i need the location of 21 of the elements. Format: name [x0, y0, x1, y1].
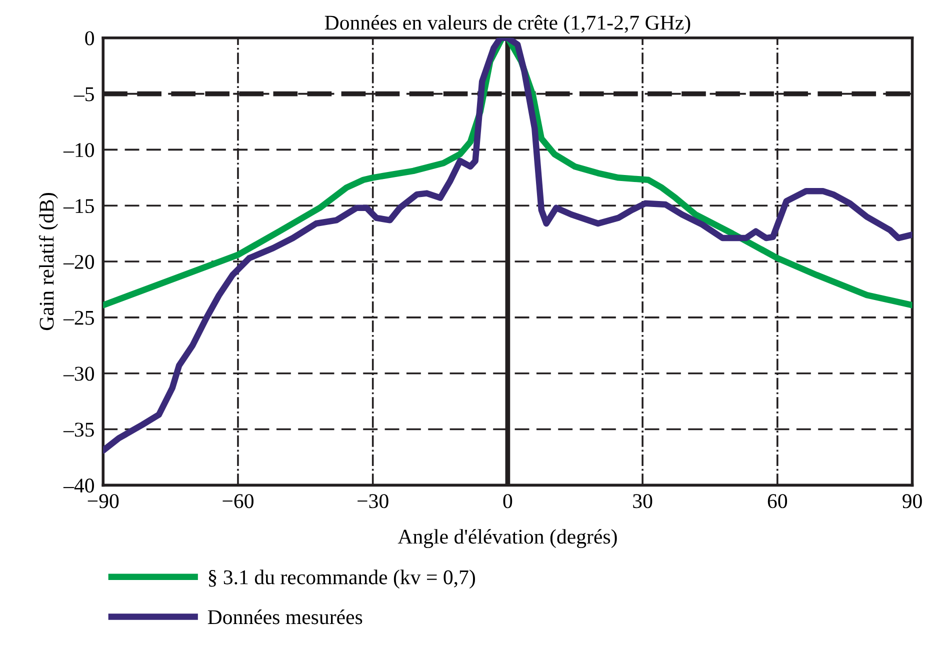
x-axis-title: Angle d'élévation (degrés)	[398, 529, 617, 548]
x-tick-label: −30	[358, 494, 388, 508]
y-tick-label: –20	[63, 254, 94, 269]
y-axis-title: Gain relatif (dB)	[38, 193, 58, 330]
y-tick-label: –40	[63, 478, 94, 493]
y-tick-label: –10	[63, 143, 94, 158]
x-tick-label: 60	[768, 494, 788, 508]
y-tick-label: 0	[85, 31, 94, 46]
y-tick-label: –5	[74, 87, 94, 102]
x-tick-label: −90	[88, 494, 119, 508]
chart-title: Données en valeurs de crête (1,71-2,7 GHz)	[324, 15, 690, 34]
x-tick-label: 0	[503, 494, 512, 508]
x-tick-label: 90	[902, 494, 922, 508]
y-tick-label: –35	[63, 422, 94, 437]
y-tick-label: –30	[63, 366, 94, 381]
y-tick-label: –15	[63, 199, 94, 214]
legend-label: § 3.1 du recommande (kv = 0,7)	[208, 570, 475, 589]
legend-label: Données mesurées	[208, 610, 362, 624]
x-tick-label: −60	[222, 494, 254, 508]
y-tick-label: –25	[63, 310, 94, 325]
x-tick-label: 30	[633, 494, 652, 508]
